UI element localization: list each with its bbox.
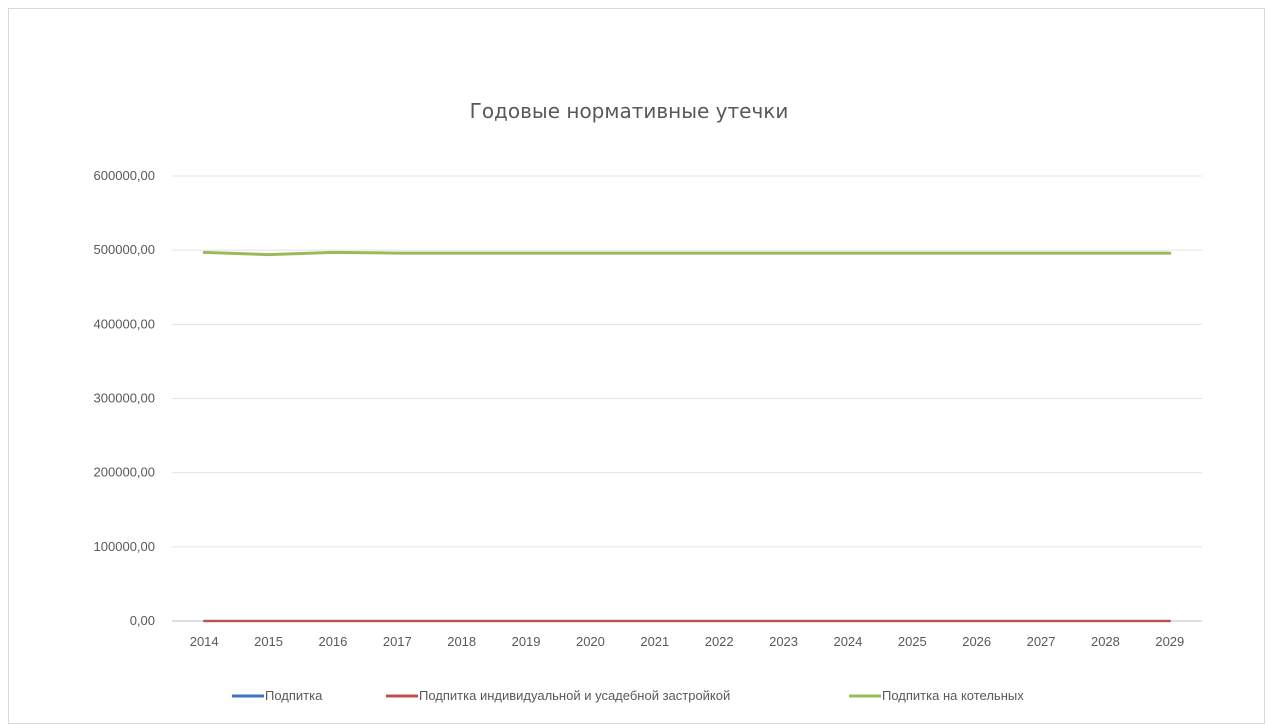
x-tick-label: 2024: [833, 634, 862, 649]
x-tick-label: 2014: [190, 634, 219, 649]
x-tick-label: 2029: [1155, 634, 1184, 649]
chart-title: Годовые нормативные утечки: [470, 99, 789, 123]
chart-frame: [8, 8, 1265, 724]
x-tick-label: 2019: [512, 634, 541, 649]
y-tick-label: 400000,00: [94, 316, 155, 331]
legend-label: Подпитка: [265, 688, 323, 703]
x-tick-label: 2027: [1027, 634, 1056, 649]
y-tick-label: 100000,00: [94, 539, 155, 554]
x-tick-label: 2022: [705, 634, 734, 649]
x-tick-label: 2015: [254, 634, 283, 649]
x-tick-label: 2017: [383, 634, 412, 649]
y-tick-label: 600000,00: [94, 168, 155, 183]
y-tick-label: 500000,00: [94, 242, 155, 257]
legend-label: Подпитка на котельных: [882, 688, 1024, 703]
x-tick-label: 2016: [318, 634, 347, 649]
x-tick-label: 2020: [576, 634, 605, 649]
x-tick-label: 2026: [962, 634, 991, 649]
x-tick-label: 2028: [1091, 634, 1120, 649]
y-tick-label: 0,00: [130, 613, 155, 628]
x-tick-label: 2021: [640, 634, 669, 649]
y-axis-tick-labels: 0,00 100000,00 200000,00 300000,00 400000,00…: [94, 168, 155, 628]
x-tick-label: 2025: [898, 634, 927, 649]
x-tick-label: 2018: [447, 634, 476, 649]
x-axis-tick-labels: 2014 2015 2016 2017 2018 2019 2020 2021 2022 2023…: [190, 634, 1185, 649]
legend: Подпитка Подпитка индивидуальной и усадеб…: [232, 688, 1024, 703]
x-tick-label: 2023: [769, 634, 798, 649]
legend-label: Подпитка индивидуальной и усадебной заст…: [419, 688, 730, 703]
gridlines: [172, 175, 1202, 622]
y-tick-label: 300000,00: [94, 391, 155, 406]
series-line-3: [202, 250, 1172, 257]
y-tick-label: 200000,00: [94, 465, 155, 480]
series-lines: [202, 250, 1172, 623]
